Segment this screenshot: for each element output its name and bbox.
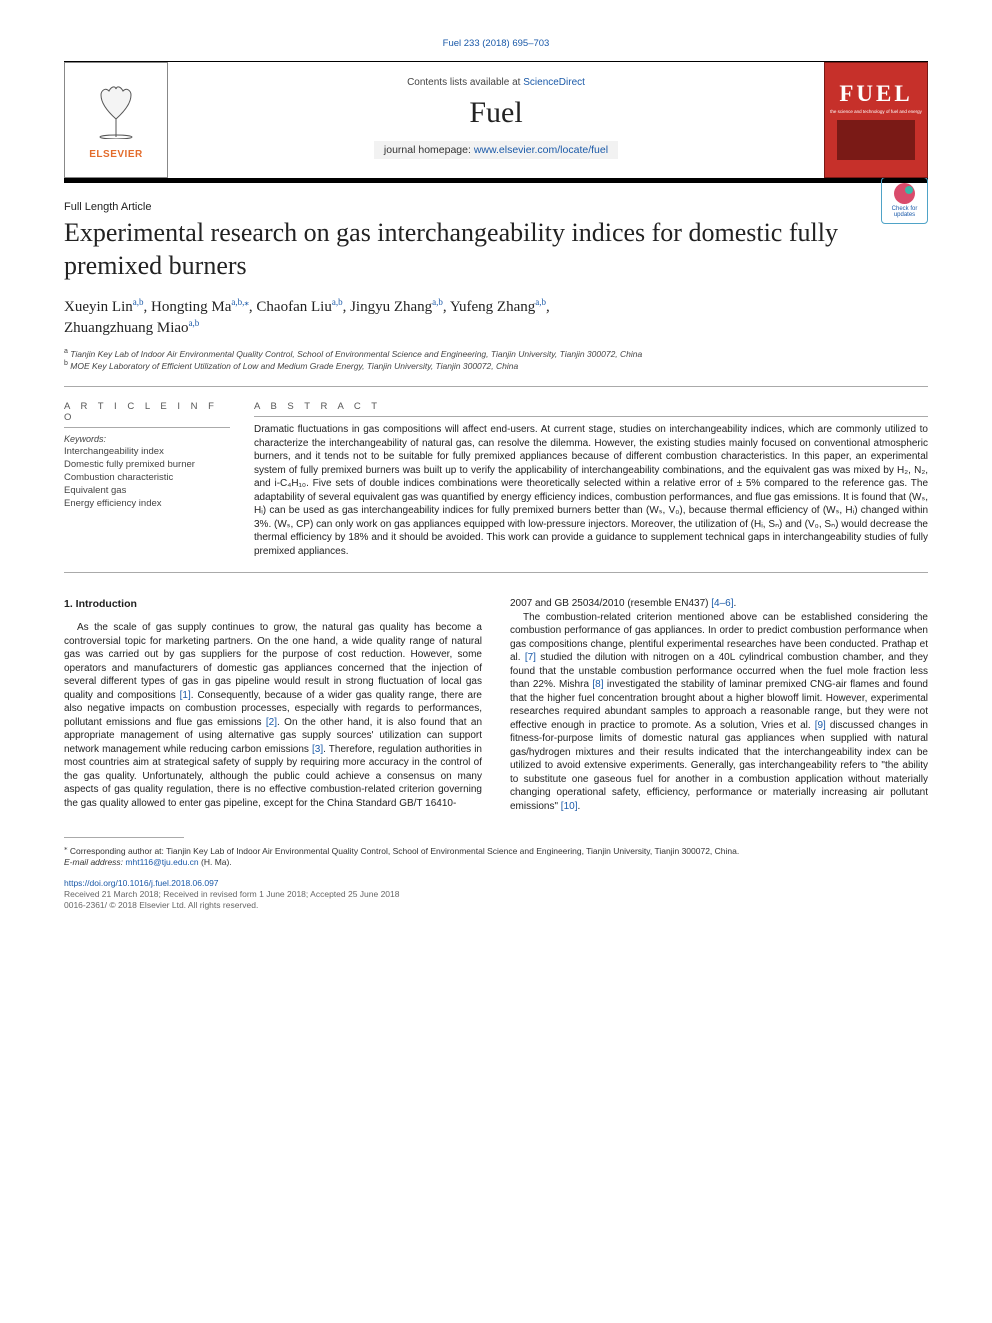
contents-available-line: Contents lists available at ScienceDirec… [168,77,824,88]
header-citation-link[interactable]: Fuel 233 (2018) 695–703 [443,38,550,49]
citation-link[interactable]: [9] [815,720,826,731]
author-sep: , Jingyu Zhang [343,299,433,315]
email-link[interactable]: mht116@tju.edu.cn [125,857,198,867]
homepage-prefix: journal homepage: [384,144,474,156]
keyword: Energy efficiency index [64,498,230,511]
body-paragraph-continued: 2007 and GB 25034/2010 (resemble EN437) … [510,597,928,611]
citation-link[interactable]: [3] [312,744,323,755]
divider [64,572,928,573]
author-1-aff[interactable]: a,b [133,297,144,307]
abstract-heading: A B S T R A C T [254,401,928,417]
banner-center: Contents lists available at ScienceDirec… [168,73,824,167]
keywords-label: Keywords: [64,434,230,444]
citation-link[interactable]: [2] [266,717,277,728]
authors-list: Xueyin Lina,b, Hongting Maa,b,⁎, Chaofan… [64,296,928,339]
body-col-right: 2007 and GB 25034/2010 (resemble EN437) … [510,597,928,813]
citation-link[interactable]: [8] [592,679,603,690]
header-citation: Fuel 233 (2018) 695–703 [64,38,928,49]
author-2-aff[interactable]: a,b,⁎ [231,297,249,307]
check-updates-label: Check for updates [882,206,927,219]
journal-cover: FUEL the science and technology of fuel … [824,62,928,178]
email-label: E-mail address: [64,857,125,867]
copyright-line: 0016-2361/ © 2018 Elsevier Ltd. All righ… [64,900,258,910]
article-title: Experimental research on gas interchange… [64,217,928,282]
article-info-row: A R T I C L E I N F O Keywords: Intercha… [64,401,928,558]
article-info-col: A R T I C L E I N F O Keywords: Intercha… [64,401,254,558]
author-sep: , Chaofan Liu [249,299,332,315]
keyword: Equivalent gas [64,485,230,498]
author-sep: , Hongting Ma [144,299,232,315]
author-5-aff[interactable]: a,b [535,297,546,307]
footnote-rule [64,837,184,838]
keyword: Interchangeability index [64,446,230,459]
cover-image-placeholder [837,120,915,160]
cover-title: FUEL [839,81,912,107]
check-updates-badge[interactable]: Check for updates [881,177,928,224]
email-suffix: (H. Ma). [199,857,232,867]
abstract-text: Dramatic fluctuations in gas composition… [254,423,928,558]
author-sep: , [546,299,550,315]
corr-text: Corresponding author at: Tianjin Key Lab… [68,846,740,856]
keyword: Combustion characteristic [64,472,230,485]
author-3-aff[interactable]: a,b [332,297,343,307]
journal-name: Fuel [168,96,824,130]
citation-link[interactable]: [4–6] [711,598,733,609]
citation-link[interactable]: [10] [561,801,578,812]
doi-block: https://doi.org/10.1016/j.fuel.2018.06.0… [64,878,928,911]
author-1: Xueyin Lin [64,299,133,315]
body-paragraph: The combustion-related criterion mention… [510,611,928,814]
keywords-list: Interchangeability index Domestic fully … [64,446,230,510]
received-line: Received 21 March 2018; Received in revi… [64,889,400,899]
journal-banner: ELSEVIER Contents lists available at Sci… [64,61,928,183]
keyword: Domestic fully premixed burner [64,459,230,472]
crossmark-icon [894,183,915,204]
abstract-col: A B S T R A C T Dramatic fluctuations in… [254,401,928,558]
article-info-heading: A R T I C L E I N F O [64,401,230,428]
author-6: Zhuangzhuang Miao [64,320,189,336]
author-sep: , Yufeng Zhang [443,299,535,315]
divider [64,386,928,387]
body-paragraph: As the scale of gas supply continues to … [64,621,482,810]
contents-prefix: Contents lists available at [407,77,523,88]
author-6-aff[interactable]: a,b [189,318,200,328]
cover-subtitle: the science and technology of fuel and e… [830,109,922,114]
homepage-link[interactable]: www.elsevier.com/locate/fuel [474,144,608,156]
publisher-name: ELSEVIER [89,149,142,160]
author-4-aff[interactable]: a,b [432,297,443,307]
body-columns: 1. Introduction As the scale of gas supp… [64,597,928,813]
citation-link[interactable]: [7] [525,652,536,663]
section-heading-1: 1. Introduction [64,597,482,611]
elsevier-tree-icon [87,81,145,146]
body-col-left: 1. Introduction As the scale of gas supp… [64,597,482,813]
corresponding-author-footnote: ⁎ Corresponding author at: Tianjin Key L… [64,844,928,868]
doi-link[interactable]: https://doi.org/10.1016/j.fuel.2018.06.0… [64,878,219,888]
affiliation-b: b MOE Key Laboratory of Efficient Utiliz… [64,359,928,372]
affiliation-a: a Tianjin Key Lab of Indoor Air Environm… [64,347,928,360]
sciencedirect-link[interactable]: ScienceDirect [523,77,585,88]
citation-link[interactable]: [1] [180,690,191,701]
journal-homepage-line: journal homepage: www.elsevier.com/locat… [374,141,618,159]
publisher-logo: ELSEVIER [64,62,168,178]
affiliations-block: a Tianjin Key Lab of Indoor Air Environm… [64,347,928,373]
article-type: Full Length Article [64,201,928,213]
